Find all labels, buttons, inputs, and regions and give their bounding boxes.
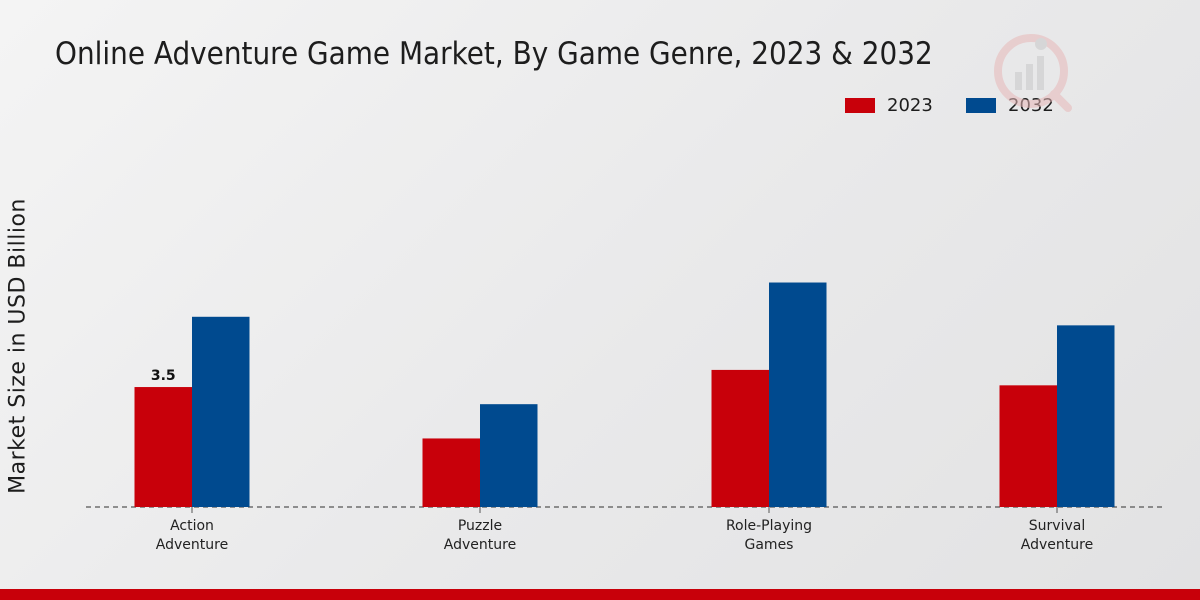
x-tick-label-0: Action Adventure: [156, 518, 228, 553]
x-tick-label-2: Role-Playing Games: [726, 518, 812, 553]
legend-item-2023: 2023: [845, 95, 933, 116]
legend-swatch-2032: [966, 98, 996, 113]
bar-2023-0: [134, 387, 192, 507]
bar-2032-1: [480, 404, 538, 507]
x-tick-label-3: Survival Adventure: [1021, 518, 1093, 553]
bar-2032-2: [769, 282, 827, 507]
bar-2023-3: [999, 385, 1057, 507]
bar-2023-1: [422, 438, 480, 507]
legend-label-2023: 2023: [887, 95, 933, 116]
data-label-0: 3.5: [151, 368, 176, 384]
chart-title: Online Adventure Game Market, By Game Ge…: [55, 36, 933, 72]
bottom-accent-bar: [0, 589, 1200, 600]
brand-logo-icon: [994, 34, 1072, 112]
bar-2032-0: [192, 316, 250, 507]
bar-2023-2: [711, 369, 769, 507]
x-tick-label-1: Puzzle Adventure: [444, 518, 516, 553]
legend-swatch-2023: [845, 98, 875, 113]
bar-2032-3: [1057, 325, 1115, 507]
